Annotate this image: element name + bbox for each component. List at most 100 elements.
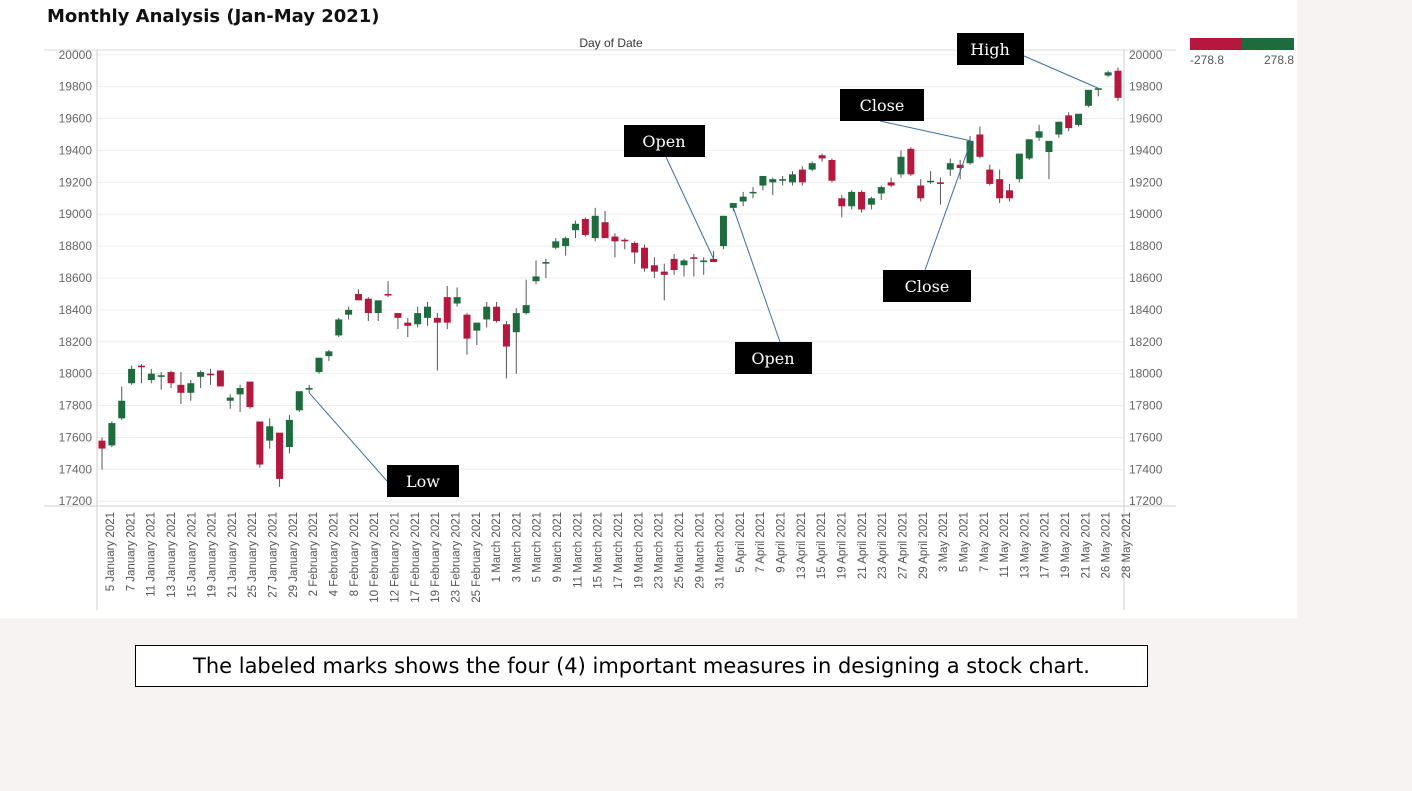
candle-body <box>818 155 826 159</box>
candle-body <box>966 140 974 164</box>
candle-body <box>207 373 215 376</box>
y-tick-label-left: 18000 <box>59 367 93 381</box>
x-tick-label: 21 April 2021 <box>857 512 869 579</box>
annotation-box-low <box>387 465 459 497</box>
candle-body <box>848 191 856 207</box>
y-tick-label-left: 20000 <box>59 48 93 62</box>
candle-body <box>1015 153 1023 180</box>
candle-body <box>542 262 550 264</box>
legend-max-label: 278.8 <box>1264 53 1294 67</box>
candle-body <box>858 191 866 210</box>
y-tick-label-right: 18200 <box>1129 335 1163 349</box>
candle-body <box>976 134 984 157</box>
x-axis-title: Day of Date <box>579 36 643 50</box>
candle-body <box>788 174 796 183</box>
annotation-line-open-top <box>665 156 715 260</box>
candle-body <box>483 306 491 320</box>
x-tick-label: 5 January 2021 <box>105 512 117 591</box>
candle-body <box>759 175 767 186</box>
y-tick-label-left: 19200 <box>59 175 93 189</box>
x-tick-label: 9 April 2021 <box>776 512 788 573</box>
candle-body <box>996 179 1004 199</box>
candle-body <box>424 306 432 318</box>
candle-body <box>256 421 264 465</box>
x-tick-label: 13 January 2021 <box>166 512 178 598</box>
candle-body <box>936 182 944 184</box>
annotation-box-high <box>957 33 1024 65</box>
candle-body <box>364 298 372 314</box>
candle-body <box>986 169 994 184</box>
candle-body <box>1025 139 1033 159</box>
x-tick-label: 17 February 2021 <box>410 512 422 603</box>
candle-body <box>729 203 737 208</box>
candle-body <box>719 215 727 247</box>
y-tick-label-left: 17800 <box>59 399 93 413</box>
x-tick-label: 23 March 2021 <box>654 512 666 589</box>
y-tick-label-left: 17200 <box>59 494 93 508</box>
candle-body <box>493 306 501 322</box>
candle-body <box>690 257 698 259</box>
candle-body <box>128 368 136 384</box>
candle-body <box>660 271 668 275</box>
candle-body <box>946 163 954 170</box>
candle-body <box>246 381 254 408</box>
x-tick-label: 13 May 2021 <box>1019 512 1031 579</box>
y-tick-label-right: 17600 <box>1129 430 1163 444</box>
x-tick-label: 25 January 2021 <box>247 512 259 598</box>
y-tick-label-right: 18400 <box>1129 303 1163 317</box>
x-tick-label: 25 February 2021 <box>471 512 483 603</box>
x-tick-label: 5 May 2021 <box>958 512 970 572</box>
annotation-line-low <box>308 392 388 482</box>
x-tick-label: 7 April 2021 <box>755 512 767 573</box>
x-tick-label: 19 April 2021 <box>837 512 849 579</box>
candle-body <box>956 164 964 168</box>
candle-body <box>571 223 579 231</box>
caption-box: The labeled marks shows the four (4) imp… <box>135 645 1148 687</box>
candle-body <box>700 260 708 263</box>
y-tick-label-right: 19400 <box>1129 143 1163 157</box>
candle-body <box>828 160 836 181</box>
x-tick-label: 2 February 2021 <box>308 512 320 596</box>
y-tick-label-right: 17800 <box>1129 399 1163 413</box>
y-tick-label-left: 17400 <box>59 462 93 476</box>
x-tick-label: 3 March 2021 <box>511 512 523 582</box>
candle-body <box>443 297 451 323</box>
candle-body <box>552 241 560 248</box>
y-tick-label-left: 19000 <box>59 207 93 221</box>
candle-body <box>335 319 343 336</box>
candle-body <box>1045 140 1053 153</box>
candle-body <box>167 372 175 384</box>
legend-negative-swatch <box>1190 38 1242 50</box>
candle-body <box>621 239 629 242</box>
candle-body <box>680 260 688 266</box>
candle-body <box>1094 88 1102 90</box>
candle-body <box>473 322 481 331</box>
candle-body <box>798 169 806 183</box>
x-tick-label: 29 April 2021 <box>918 512 930 579</box>
candle-body <box>1075 113 1083 125</box>
y-tick-label-right: 17200 <box>1129 494 1163 508</box>
y-tick-label-left: 19400 <box>59 143 93 157</box>
y-tick-label-right: 18800 <box>1129 239 1163 253</box>
candle-body <box>226 397 234 401</box>
candle-body <box>710 258 718 263</box>
x-tick-label: 19 January 2021 <box>207 512 219 598</box>
x-tick-label: 11 March 2021 <box>572 512 584 588</box>
candle-body <box>739 196 747 202</box>
annotation-label-high: High <box>970 40 1010 59</box>
candle-body <box>147 373 155 381</box>
candle-body <box>1104 72 1112 76</box>
y-tick-label-right: 19600 <box>1129 112 1163 126</box>
x-tick-label: 13 April 2021 <box>796 512 808 579</box>
y-tick-label-right: 19200 <box>1129 175 1163 189</box>
y-tick-label-left: 18200 <box>59 335 93 349</box>
candle-body <box>305 388 313 390</box>
candle-body <box>641 247 649 269</box>
candle-body <box>325 351 333 357</box>
annotation-line-high <box>1023 55 1099 89</box>
x-axis-date-labels: 5 January 2021 7 January 2021 11 January 2… <box>105 512 1133 603</box>
candle-body <box>384 293 392 296</box>
candle-body <box>187 383 195 393</box>
candle-body <box>157 375 165 377</box>
x-tick-label: 10 February 2021 <box>369 512 381 603</box>
